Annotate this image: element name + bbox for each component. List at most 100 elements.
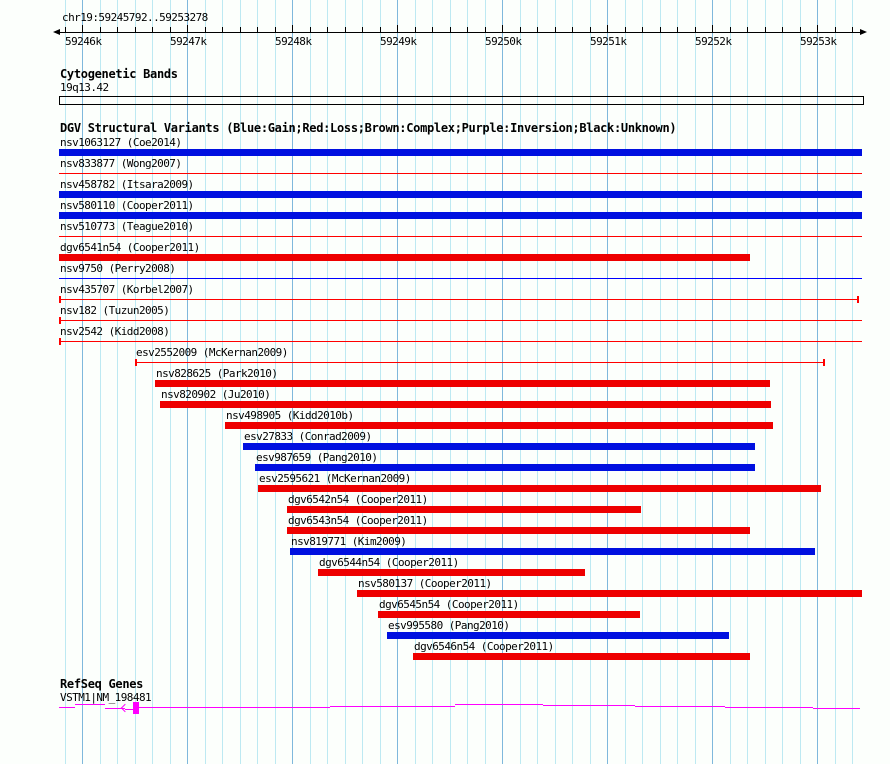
variant-endcap [823, 359, 825, 366]
variant-bar[interactable] [160, 401, 771, 408]
gridline-major [82, 0, 83, 764]
variant-bar[interactable] [318, 569, 585, 576]
variant-label[interactable]: dgv6543n54 (Cooper2011) [288, 514, 428, 527]
variant-bar[interactable] [255, 464, 755, 471]
variant-label[interactable]: nsv458782 (Itsara2009) [60, 178, 194, 191]
gridline [799, 0, 801, 764]
gene-intron-line [75, 704, 105, 705]
variant-label[interactable]: dgv6546n54 (Cooper2011) [414, 640, 554, 653]
variant-label[interactable]: nsv580137 (Cooper2011) [358, 577, 492, 590]
gridline [782, 0, 783, 764]
variant-label[interactable]: nsv580110 (Cooper2011) [60, 199, 194, 212]
variant-line[interactable] [59, 173, 862, 174]
variant-label[interactable]: nsv1063127 (Coe2014) [60, 136, 182, 149]
variant-endcap [59, 317, 61, 324]
variant-bar[interactable] [59, 254, 750, 261]
variant-bar[interactable] [287, 527, 750, 534]
ruler-minor-tick [222, 27, 223, 32]
ruler-tick-label: 59253k [800, 35, 837, 48]
gene-intron-line [455, 704, 543, 705]
ruler-minor-tick [834, 27, 836, 32]
variant-bar[interactable] [387, 632, 729, 639]
variant-label[interactable]: nsv820902 (Ju2010) [161, 388, 271, 401]
variant-endcap [59, 338, 61, 345]
ruler-major-tick [712, 25, 713, 32]
variant-label[interactable]: nsv819771 (Kim2009) [291, 535, 407, 548]
ruler-tick-label: 59246k [65, 35, 102, 48]
region-coordinates: chr19:59245792..59253278 [62, 11, 208, 24]
cytoband-section-title: Cytogenetic Bands [60, 67, 178, 81]
ruler-minor-tick [624, 27, 626, 32]
gridline [134, 0, 136, 764]
gene-intron-line [139, 707, 330, 708]
ruler-major-tick [817, 25, 818, 32]
variant-bar[interactable] [243, 443, 755, 450]
variant-label[interactable]: nsv9750 (Perry2008) [60, 262, 176, 275]
variant-bar[interactable] [155, 380, 770, 387]
ruler-axis-line [60, 32, 860, 33]
refseq-gene-label[interactable]: VSTM1|NM_198481 [60, 691, 152, 704]
variant-line[interactable] [59, 320, 862, 321]
variant-label[interactable]: nsv828625 (Park2010) [156, 367, 278, 380]
gridline-major [817, 0, 818, 764]
variant-bar[interactable] [290, 548, 815, 555]
variant-line[interactable] [135, 362, 825, 363]
variant-bar[interactable] [59, 191, 862, 198]
variant-label[interactable]: esv27833 (Conrad2009) [244, 430, 372, 443]
variant-line[interactable] [59, 236, 862, 237]
ruler-minor-tick [257, 27, 258, 32]
ruler-major-tick [607, 25, 608, 32]
ruler-minor-tick [677, 27, 678, 32]
variant-label[interactable]: nsv435707 (Korbel2007) [60, 283, 194, 296]
variant-bar[interactable] [287, 506, 641, 513]
gridline [99, 0, 101, 764]
variant-label[interactable]: nsv498905 (Kidd2010b) [226, 409, 354, 422]
ruler-minor-tick [537, 27, 538, 32]
ruler-minor-tick [169, 27, 171, 32]
variant-label[interactable]: esv995580 (Pang2010) [388, 619, 510, 632]
ruler-tick-label: 59250k [485, 35, 522, 48]
variant-line[interactable] [59, 299, 859, 300]
variant-label[interactable]: dgv6545n54 (Cooper2011) [379, 598, 519, 611]
gridline [64, 0, 66, 764]
variant-bar[interactable] [258, 485, 821, 492]
cytoband-label: 19q13.42 [60, 81, 109, 94]
variant-bar[interactable] [413, 653, 750, 660]
variant-line[interactable] [59, 341, 862, 342]
variant-label[interactable]: esv2595621 (McKernan2009) [259, 472, 411, 485]
variant-label[interactable]: esv2552009 (McKernan2009) [136, 346, 288, 359]
gene-intron-line [59, 707, 75, 708]
variant-bar[interactable] [378, 611, 640, 618]
ruler-major-tick [397, 25, 398, 32]
variant-bar[interactable] [59, 149, 862, 156]
cytoband-glyph[interactable] [59, 96, 864, 105]
ruler-minor-tick [344, 27, 346, 32]
ruler-major-tick [502, 25, 503, 32]
variant-label[interactable]: dgv6541n54 (Cooper2011) [60, 241, 200, 254]
variant-bar[interactable] [357, 590, 862, 597]
variant-endcap [135, 359, 137, 366]
ruler-minor-tick [134, 27, 136, 32]
ruler-minor-tick [117, 27, 118, 32]
variant-label[interactable]: esv987659 (Pang2010) [256, 451, 378, 464]
variant-label[interactable]: nsv833877 (Wong2007) [60, 157, 182, 170]
variant-label[interactable]: dgv6542n54 (Cooper2011) [288, 493, 428, 506]
ruler-minor-tick [467, 27, 468, 32]
ruler-minor-tick [204, 27, 206, 32]
ruler-minor-tick [239, 27, 241, 32]
variant-bar[interactable] [59, 212, 862, 219]
variant-label[interactable]: nsv2542 (Kidd2008) [60, 325, 170, 338]
gene-intron-line [125, 709, 133, 710]
ruler-minor-tick [572, 27, 573, 32]
ruler-minor-tick [694, 27, 696, 32]
ruler-minor-tick [64, 27, 66, 32]
ruler-minor-tick [99, 27, 101, 32]
variant-line[interactable] [59, 278, 862, 279]
variant-label[interactable]: nsv510773 (Teague2010) [60, 220, 194, 233]
variant-label[interactable]: dgv6544n54 (Cooper2011) [319, 556, 459, 569]
variant-bar[interactable] [225, 422, 773, 429]
variant-label[interactable]: nsv182 (Tuzun2005) [60, 304, 170, 317]
ruler-minor-tick [782, 27, 783, 32]
variant-endcap [857, 296, 859, 303]
